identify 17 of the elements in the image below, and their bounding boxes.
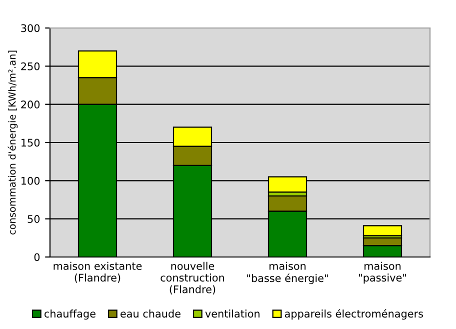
y-tick-label: 250 [21,62,40,70]
bar [362,225,402,236]
y-tick-label: 100 [22,176,40,185]
x-tick-label: maison "basse énergie" [247,262,328,284]
legend-label: ventilation [205,310,260,318]
y-axis-title: consommation d'énergie [KWh/m².an] [8,50,18,234]
y-tick-label: 150 [22,138,40,147]
legend-label: chauffage [44,310,96,320]
x-tick-label: maison existante (Flandre) [54,262,142,283]
x-tick-label: maison "passive" [359,262,406,284]
legend-label: appareils électroménagers [284,309,423,320]
y-tick-label: 300 [21,24,40,32]
y-tick-label: 200 [21,100,40,108]
y-tick-label: 50 [28,215,40,223]
y-tick-label: 0 [34,253,40,262]
x-tick-label: nouvelle construction (Flandre) [160,262,224,294]
legend-label: eau chaude [120,310,180,318]
